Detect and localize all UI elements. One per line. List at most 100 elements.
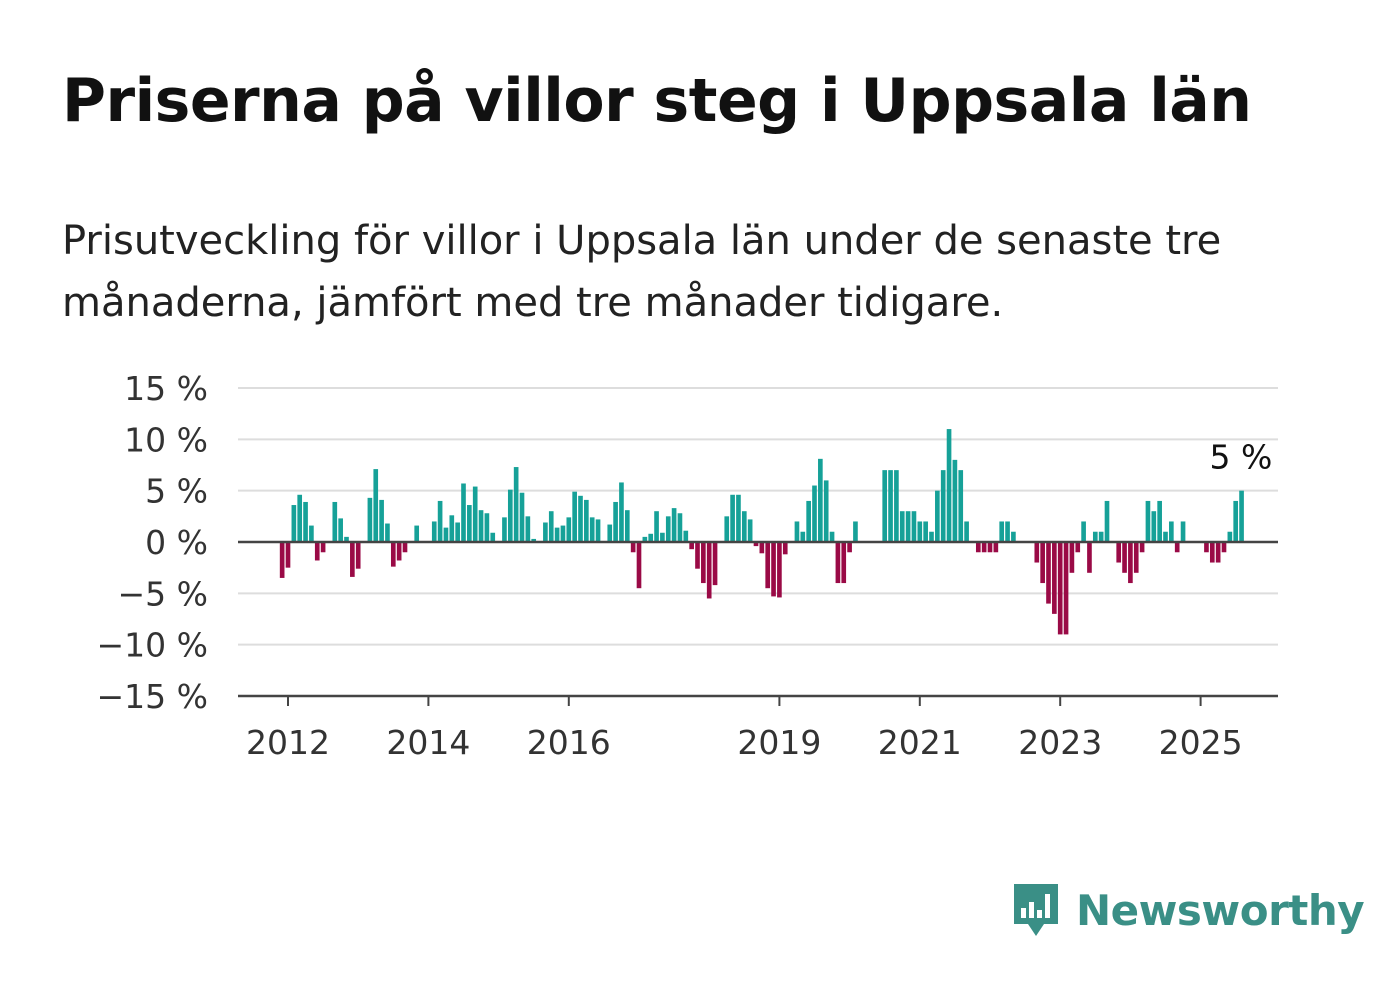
bar [1034,542,1040,563]
bar [759,542,765,554]
bar [619,482,624,542]
bar [1063,542,1069,635]
bar [1151,511,1157,542]
bar [706,542,712,599]
bar [1116,542,1122,563]
bar [829,531,835,542]
chart-title: Priserna på villor steg i Uppsala län [62,66,1252,136]
bar [800,531,806,542]
bar [543,522,548,542]
bar [905,511,911,542]
bar [630,542,636,553]
bar [285,542,291,568]
chart-subtitle: Prisutveckling för villor i Uppsala län … [62,218,1222,326]
bar [952,459,958,542]
bar [589,517,595,542]
brand-logo: Newsworthy [1010,878,1365,942]
bar [1104,500,1110,542]
bar [1204,542,1209,553]
bar [724,516,730,542]
bar [338,518,343,542]
bar [1005,521,1010,542]
bar [818,458,823,542]
bar [566,517,572,542]
bar [467,505,472,542]
bar [899,511,905,542]
y-tick-label: 5 % [145,472,208,511]
bar [958,470,964,542]
bar [584,499,589,542]
bar [1128,542,1133,584]
bar [911,511,917,542]
y-tick-label: −5 % [118,574,209,613]
bar [531,538,537,542]
bar [1057,542,1063,635]
bar [975,542,981,553]
bar [695,542,700,569]
y-tick-label: −10 % [97,626,209,665]
bar [624,510,630,542]
last-value-annotation: 5 % [1210,438,1273,477]
bar [507,489,513,542]
bar [1180,521,1186,542]
x-tick-label: 2014 [386,723,470,762]
bar [1233,500,1239,542]
bar [1011,531,1016,542]
bar [660,532,665,542]
bar [736,494,741,542]
bar [1122,542,1127,573]
bar [291,505,297,542]
bar [823,480,829,542]
bar [929,531,934,542]
bar [794,521,800,542]
bar [379,499,384,542]
x-tick-label: 2012 [246,723,330,762]
bar [578,495,583,542]
bar [607,524,613,542]
bar [1221,542,1227,553]
bar [1069,542,1075,573]
bar [279,542,285,578]
bar [847,542,852,553]
bar [1075,542,1081,553]
bar [894,470,899,542]
bar [677,513,683,542]
bar [309,525,314,542]
bar [771,542,776,597]
y-axis-ticks: 15 % 10 % 5 % 0 % −5 % −10 % −15 % [97,369,209,716]
bar [1145,500,1151,542]
bar [777,542,782,598]
bar [683,530,689,542]
bar [449,515,455,542]
bar [747,519,753,542]
bar [964,521,969,542]
bar [1052,542,1057,614]
bar [437,500,443,542]
bar [888,470,893,542]
x-tick-label: 2025 [1159,723,1243,762]
bar [320,542,326,553]
bar [1046,542,1051,604]
bar [1092,531,1098,542]
bar-chart: 15 %10 %5 %0 %−5 %−10 %−15 % 2012 2014 201… [97,369,1278,762]
bar [642,536,648,542]
bar [806,500,811,542]
x-axis-ticks: 2012 2014 2016 2019 2021 2023 2025 [246,696,1243,762]
newsworthy-logo-icon [1014,884,1058,936]
bar [461,483,466,542]
bar [525,516,531,542]
bar [443,527,449,542]
bar [548,511,554,542]
bars [279,429,1244,635]
y-tick-label: 10 % [124,420,208,459]
bar [782,542,788,555]
bar [999,521,1005,542]
bar [303,501,308,542]
bar [1157,500,1162,542]
bar [1169,521,1174,542]
bar [1163,531,1168,542]
bar [1081,521,1086,542]
bar [560,525,566,542]
bar [355,542,361,569]
bar [613,501,618,542]
